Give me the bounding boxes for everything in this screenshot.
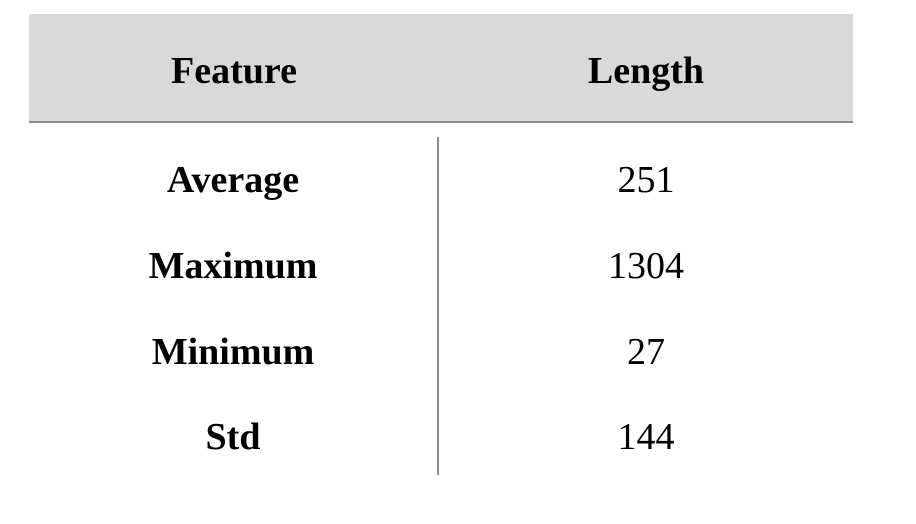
header-feature: Feature <box>171 49 297 92</box>
statistics-table: Feature Length Average Maximum Minimum S… <box>29 14 853 475</box>
length-column: 251 1304 27 144 <box>439 137 853 475</box>
value-minimum: 27 <box>627 331 665 373</box>
value-average: 251 <box>617 159 675 201</box>
table-body: Average Maximum Minimum Std 251 1304 27 … <box>29 123 853 475</box>
feature-column: Average Maximum Minimum Std <box>29 137 439 475</box>
value-std: 144 <box>617 416 675 458</box>
table-header-row: Feature Length <box>29 14 853 123</box>
row-label-average: Average <box>166 159 300 201</box>
row-label-std: Std <box>205 416 261 458</box>
header-length: Length <box>587 49 705 92</box>
value-maximum: 1304 <box>608 245 684 287</box>
row-label-minimum: Minimum <box>151 331 315 373</box>
row-label-maximum: Maximum <box>148 245 318 287</box>
